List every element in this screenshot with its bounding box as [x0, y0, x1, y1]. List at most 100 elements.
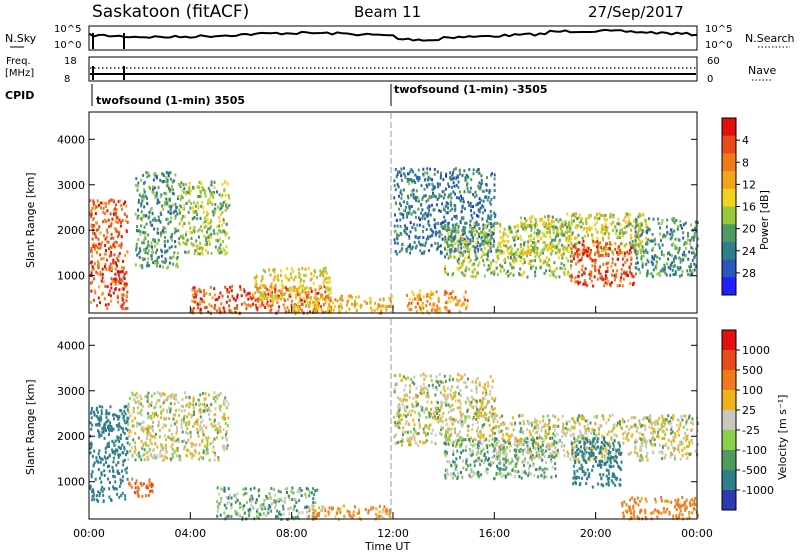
heatmap-cell: [451, 217, 453, 221]
heatmap-cell: [296, 291, 299, 295]
heatmap-cell: [91, 265, 94, 268]
heatmap-cell: [315, 307, 318, 311]
heatmap-cell: [216, 297, 219, 301]
heatmap-cell: [90, 427, 93, 431]
heatmap-cell: [606, 266, 609, 270]
heatmap-cell: [591, 264, 594, 268]
heatmap-cell: [315, 310, 318, 314]
heatmap-cell: [408, 205, 411, 209]
heatmap-cell: [208, 199, 211, 203]
heatmap-cell: [324, 509, 327, 513]
heatmap-cell: [570, 220, 573, 224]
heatmap-cell: [564, 267, 567, 271]
heatmap-cell: [482, 211, 485, 215]
heatmap-cell: [167, 174, 170, 178]
heatmap-cell: [693, 262, 696, 266]
heatmap-cell: [553, 261, 556, 265]
heatmap-cell: [223, 417, 226, 421]
heatmap-cell: [490, 225, 493, 229]
heatmap-cell: [298, 511, 301, 515]
heatmap-cell: [276, 274, 279, 278]
heatmap-cell: [427, 220, 430, 224]
heatmap-cell: [415, 244, 418, 248]
heatmap-cell: [119, 224, 122, 228]
heatmap-cell: [104, 212, 107, 216]
heatmap-cell: [156, 242, 159, 245]
heatmap-cell: [608, 247, 611, 251]
heatmap-cell: [605, 274, 607, 278]
y-tick-label: 1000: [57, 270, 85, 283]
heatmap-cell: [180, 426, 183, 430]
heatmap-cell: [448, 378, 451, 382]
heatmap-cell: [137, 238, 140, 242]
heatmap-cell: [161, 426, 164, 430]
heatmap-cell: [167, 186, 170, 190]
heatmap-cell: [255, 498, 258, 502]
heatmap-cell: [693, 232, 696, 236]
heatmap-cell: [488, 434, 491, 438]
heatmap-cell: [320, 308, 323, 312]
heatmap-cell: [674, 244, 677, 248]
heatmap-cell: [517, 248, 519, 252]
heatmap-cell: [312, 497, 315, 501]
heatmap-cell: [185, 404, 188, 408]
heatmap-cell: [381, 510, 384, 514]
heatmap-cell: [114, 282, 117, 286]
heatmap-cell: [503, 227, 506, 231]
heatmap-cell: [101, 458, 104, 461]
heatmap-cell: [284, 310, 287, 314]
heatmap-cell: [139, 264, 142, 268]
heatmap-cell: [326, 281, 329, 284]
heatmap-cell: [272, 268, 275, 272]
heatmap-cell: [198, 195, 201, 198]
heatmap-cell: [195, 443, 198, 446]
heatmap-cell: [421, 214, 424, 217]
heatmap-cell: [208, 303, 211, 307]
heatmap-cell: [168, 261, 171, 265]
heatmap-cell: [428, 224, 431, 228]
heatmap-cell: [625, 212, 627, 216]
heatmap-cell: [167, 222, 170, 226]
heatmap-cell: [237, 512, 240, 515]
heatmap-cell: [177, 196, 179, 200]
heatmap-cell: [661, 243, 664, 247]
heatmap-cell: [219, 202, 222, 206]
heatmap-cell: [315, 275, 318, 279]
heatmap-cell: [610, 222, 613, 226]
heatmap-cell: [162, 446, 164, 450]
heatmap-cell: [103, 469, 106, 473]
heatmap-cell: [676, 265, 679, 269]
heatmap-cell: [156, 263, 159, 266]
heatmap-cell: [409, 177, 412, 181]
heatmap-cell: [210, 403, 213, 407]
heatmap-cell: [466, 255, 469, 259]
heatmap-cell: [201, 229, 204, 233]
heatmap-cell: [630, 236, 633, 240]
heatmap-cell: [435, 290, 438, 294]
heatmap-cell: [520, 221, 523, 225]
heatmap-cell: [451, 408, 453, 412]
heatmap-cell: [265, 294, 268, 298]
heatmap-cell: [171, 184, 173, 188]
heatmap-cell: [651, 232, 654, 236]
heatmap-cell: [120, 204, 123, 208]
heatmap-cell: [161, 444, 164, 448]
heatmap-cell: [529, 259, 532, 263]
heatmap-cell: [355, 302, 358, 306]
heatmap-cell: [398, 418, 401, 422]
heatmap-cell: [157, 231, 160, 235]
heatmap-cell: [476, 408, 479, 412]
heatmap-cell: [169, 212, 172, 216]
heatmap-cell: [94, 233, 97, 237]
heatmap-cell: [472, 274, 475, 278]
heatmap-cell: [167, 210, 170, 214]
heatmap-cell: [225, 447, 228, 451]
heatmap-cell: [106, 306, 109, 310]
heatmap-cell: [158, 399, 161, 402]
heatmap-cell: [141, 425, 143, 429]
heatmap-cell: [149, 489, 152, 493]
heatmap-cell: [204, 220, 207, 224]
heatmap-cell: [543, 215, 546, 219]
heatmap-cell: [603, 225, 606, 229]
